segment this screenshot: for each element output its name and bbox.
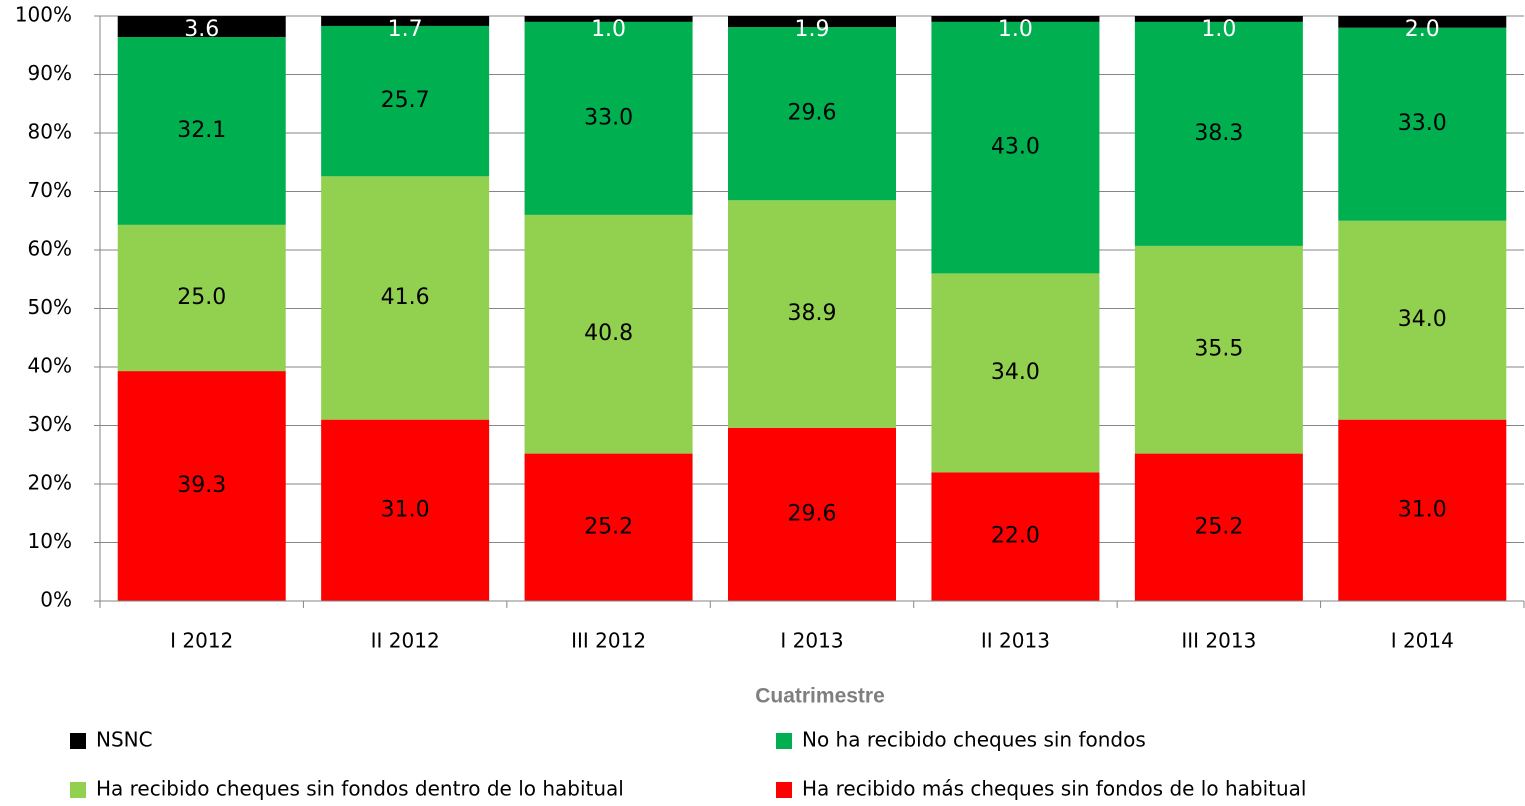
y-tick-label: 0% bbox=[40, 588, 72, 612]
bar-segment bbox=[117, 37, 286, 225]
data-label: 41.6 bbox=[381, 285, 430, 310]
data-label: 43.0 bbox=[991, 135, 1040, 160]
bar-segment bbox=[931, 21, 1100, 274]
y-tick-label: 80% bbox=[28, 120, 72, 144]
legend-label: Ha recibido más cheques sin fondos de lo… bbox=[802, 777, 1306, 801]
bar-segment bbox=[931, 273, 1100, 473]
data-label: 1.0 bbox=[1201, 17, 1236, 42]
x-tick-label: I 2013 bbox=[780, 629, 843, 653]
bar-segment bbox=[321, 25, 490, 177]
bar-segment bbox=[931, 472, 1100, 601]
data-label: 22.0 bbox=[991, 524, 1040, 549]
legend-swatch bbox=[70, 733, 86, 749]
x-axis-title: Cuatrimestre bbox=[755, 685, 885, 708]
x-tick-label: III 2013 bbox=[1181, 629, 1256, 653]
data-label: 3.6 bbox=[184, 17, 219, 42]
data-label: 38.9 bbox=[788, 301, 837, 326]
bar-segment bbox=[117, 224, 286, 372]
bar-segment bbox=[728, 427, 896, 601]
data-label: 35.5 bbox=[1194, 337, 1243, 362]
y-tick-label: 10% bbox=[28, 529, 72, 553]
bar-segment bbox=[117, 16, 286, 38]
data-label: 39.3 bbox=[177, 473, 226, 498]
data-label: 33.0 bbox=[584, 105, 633, 130]
data-label: 1.0 bbox=[998, 17, 1033, 42]
bar-segment bbox=[728, 16, 896, 28]
y-tick-label: 40% bbox=[28, 354, 72, 378]
y-tick-label: 100% bbox=[15, 3, 72, 27]
x-tick-label: I 2012 bbox=[170, 629, 233, 653]
data-label: 29.6 bbox=[788, 501, 837, 526]
legend-swatch bbox=[70, 782, 86, 798]
legend-label: Ha recibido cheques sin fondos dentro de… bbox=[96, 777, 624, 801]
legend-label: NSNC bbox=[96, 728, 153, 752]
data-label: 29.6 bbox=[788, 101, 837, 126]
data-label: 34.0 bbox=[1398, 307, 1447, 332]
bar-segment bbox=[1338, 419, 1507, 601]
data-label: 2.0 bbox=[1405, 17, 1440, 42]
y-tick-label: 60% bbox=[28, 237, 72, 261]
data-label: 25.7 bbox=[381, 88, 430, 113]
bar-segment bbox=[524, 214, 693, 454]
bar-segment bbox=[728, 200, 896, 428]
y-tick-label: 50% bbox=[28, 295, 72, 319]
bar-segment bbox=[728, 27, 896, 201]
data-label: 1.7 bbox=[388, 17, 423, 42]
bar-segment bbox=[321, 419, 490, 601]
data-label: 25.2 bbox=[1194, 514, 1243, 539]
data-label: 38.3 bbox=[1194, 121, 1243, 146]
data-label: 31.0 bbox=[1398, 497, 1447, 522]
bar-segment bbox=[321, 176, 490, 420]
x-tick-label: I 2014 bbox=[1391, 629, 1454, 653]
y-tick-label: 20% bbox=[28, 471, 72, 495]
bar-segment bbox=[931, 16, 1100, 22]
bar-segment bbox=[1338, 27, 1507, 221]
data-label: 1.9 bbox=[795, 17, 830, 42]
bar-segment bbox=[1338, 16, 1507, 28]
bar-segment bbox=[1134, 245, 1303, 454]
y-tick-label: 30% bbox=[28, 412, 72, 436]
bar-segment bbox=[524, 21, 693, 215]
bar-segment bbox=[1134, 21, 1303, 246]
bar-segment bbox=[1134, 16, 1303, 22]
x-tick-label: II 2013 bbox=[981, 629, 1050, 653]
x-tick-label: II 2012 bbox=[371, 629, 440, 653]
legend-swatch bbox=[776, 782, 792, 798]
bar-segment bbox=[117, 371, 286, 601]
bar-segment bbox=[524, 16, 693, 22]
legend-label: No ha recibido cheques sin fondos bbox=[802, 728, 1146, 752]
bar-segment bbox=[1134, 453, 1303, 601]
bar-segment bbox=[524, 453, 693, 601]
data-label: 25.2 bbox=[584, 514, 633, 539]
data-label: 31.0 bbox=[381, 497, 430, 522]
bar-segment bbox=[321, 16, 490, 26]
legend-swatch bbox=[776, 733, 792, 749]
y-tick-label: 90% bbox=[28, 61, 72, 85]
y-tick-label: 70% bbox=[28, 178, 72, 202]
x-tick-label: III 2012 bbox=[571, 629, 646, 653]
data-label: 40.8 bbox=[584, 321, 633, 346]
data-label: 33.0 bbox=[1398, 111, 1447, 136]
data-label: 34.0 bbox=[991, 360, 1040, 385]
data-label: 32.1 bbox=[177, 118, 226, 143]
data-label: 1.0 bbox=[591, 17, 626, 42]
data-label: 25.0 bbox=[177, 285, 226, 310]
bar-segment bbox=[1338, 220, 1507, 420]
